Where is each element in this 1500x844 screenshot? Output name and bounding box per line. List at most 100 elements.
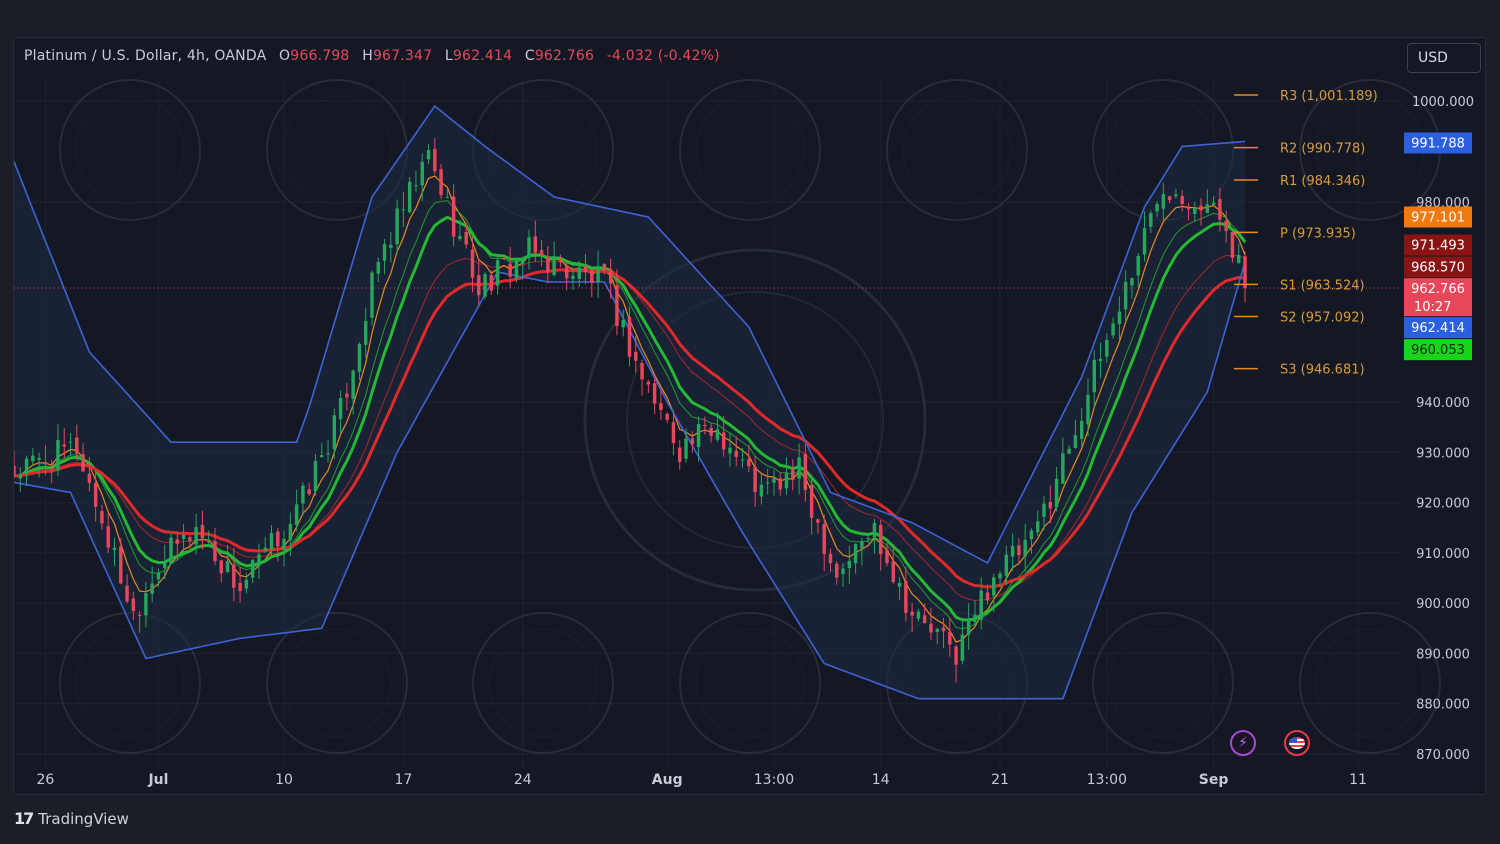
candle (772, 470, 776, 496)
candle (577, 260, 581, 287)
candle (119, 538, 123, 585)
watermark-seal-ring (282, 95, 392, 205)
candle (514, 257, 519, 283)
x-tick-label: 26 (36, 772, 54, 788)
x-tick-label: 10 (275, 772, 293, 788)
candle (1211, 196, 1216, 206)
price-tag: 971.493 (1404, 234, 1472, 256)
symbol-title[interactable]: Platinum / U.S. Dollar, 4h, OANDA (24, 48, 267, 64)
candle (1180, 190, 1184, 212)
candle (1199, 197, 1203, 226)
change-value: -4.032 (-0.42%) (606, 48, 720, 64)
candle (282, 530, 286, 567)
candle (345, 383, 349, 411)
pivot-label-r1: R1 (984.346) (1280, 174, 1365, 189)
candle (1136, 253, 1140, 288)
candle (640, 359, 644, 396)
candle (276, 528, 280, 562)
candle (521, 256, 525, 280)
candle (935, 628, 939, 644)
candle (407, 176, 412, 214)
candle (1042, 495, 1046, 531)
lightning-icon[interactable]: ⚡ (1230, 730, 1256, 756)
candle (828, 548, 833, 572)
tradingview-mark-icon: 17 (14, 809, 34, 828)
candle (137, 611, 142, 633)
candle (181, 523, 186, 555)
watermark-seal (59, 79, 201, 221)
time-axis[interactable]: 26 Jul 10 17 24 Aug 13:00 14 21 13:00 Sep 11 (36, 772, 1366, 788)
open-label: O (279, 48, 291, 64)
candle (590, 267, 594, 298)
candle (904, 566, 908, 622)
candle (816, 518, 820, 534)
watermark-seal (679, 79, 821, 221)
candle (1073, 419, 1078, 449)
candle (690, 431, 695, 453)
x-tick-label: 21 (991, 772, 1009, 788)
candle (93, 472, 98, 522)
candle (188, 535, 192, 549)
candle (897, 577, 902, 600)
candle (627, 306, 632, 367)
candle (112, 538, 117, 567)
pivot-label-r2: R2 (990.778) (1280, 142, 1365, 157)
candle (709, 423, 713, 443)
pivot-levels: R3 (1,001.189) R2 (990.778) R1 (984.346) P … (1234, 89, 1378, 378)
candle (439, 164, 443, 200)
candle (539, 240, 544, 267)
candle (922, 603, 927, 624)
price-tag-value: 962.414 (1411, 321, 1465, 336)
candle (998, 570, 1002, 588)
y-tick-label: 910.000 (1416, 547, 1470, 562)
candle (797, 443, 801, 495)
candle (910, 602, 914, 632)
watermark-seal (472, 612, 614, 754)
y-tick-label: 880.000 (1416, 698, 1470, 713)
currency-selector[interactable]: USD (1407, 43, 1481, 73)
watermark-seal (1092, 612, 1234, 754)
candle (866, 536, 870, 544)
candle (985, 584, 990, 605)
candle (31, 447, 35, 465)
y-tick-label: 920.000 (1416, 497, 1470, 512)
candle (263, 536, 267, 554)
candle (608, 258, 613, 299)
candle (791, 459, 795, 491)
candle (1048, 485, 1053, 524)
candle (1105, 333, 1109, 363)
candle (332, 408, 337, 459)
candle (56, 424, 60, 476)
watermark-seal (1299, 612, 1441, 754)
symbol-header: Platinum / U.S. Dollar, 4h, OANDA O966.7… (24, 48, 720, 64)
tradingview-logo[interactable]: 17 TradingView (14, 809, 129, 828)
low-label: L (444, 48, 453, 64)
candle (477, 259, 481, 306)
price-tag-value: 971.493 (1411, 239, 1465, 254)
candle (238, 567, 242, 603)
ema-red (14, 268, 1246, 589)
price-tag-value: 962.766 (1411, 282, 1465, 297)
x-tick-label: 24 (514, 772, 532, 788)
price-tag: 962.766 10:27 (1404, 278, 1472, 317)
candle (232, 547, 236, 602)
candle (451, 184, 456, 247)
high-value: 967.347 (372, 48, 433, 64)
price-tag: 960.053 (1404, 339, 1472, 361)
candle (1117, 296, 1122, 340)
price-tag-value: 977.101 (1411, 210, 1465, 225)
watermark-seal (266, 612, 408, 754)
candle (583, 253, 588, 285)
candle (665, 412, 669, 424)
watermark-seal-large (583, 248, 927, 592)
candle (445, 188, 450, 199)
candle (929, 607, 933, 640)
us-flag-icon[interactable] (1284, 730, 1310, 756)
pivot-label-s2: S2 (957.092) (1280, 311, 1365, 326)
candle (1186, 203, 1191, 221)
price-axis[interactable]: 870.000 880.000 890.000 900.000 910.000 920.0… (1412, 95, 1474, 763)
candle (1036, 510, 1040, 536)
x-tick-label: 14 (872, 772, 890, 788)
candle (872, 518, 877, 554)
